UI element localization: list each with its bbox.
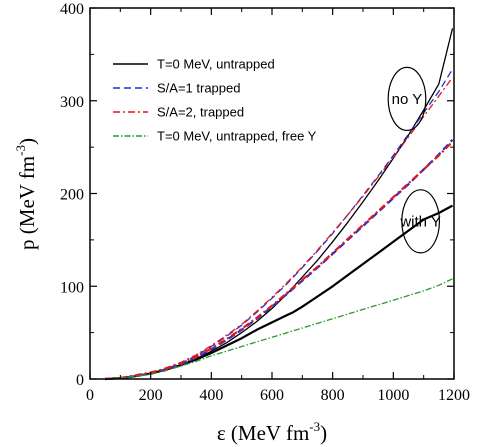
x-tick-label: 0 [86, 387, 94, 404]
series-line-s-a-2-trapped-with-y [105, 140, 454, 381]
x-tick-label: 200 [139, 387, 163, 404]
x-tick-label: 400 [199, 387, 223, 404]
y-axis-title: p (MeV fm-3) [13, 138, 39, 250]
y-tick-label: 300 [60, 94, 84, 111]
x-axis-title: ε (MeV fm-3) [217, 419, 327, 445]
x-tick-label: 1200 [438, 387, 470, 404]
y-tick-label: 200 [60, 187, 84, 204]
annotations: no Y with Y [387, 66, 441, 254]
legend-label: S/A=2, trapped [157, 105, 244, 120]
series-line-t-0-mev-untrapped-free-y [105, 278, 453, 380]
ticks-layer: 0 200 400 600 800 1000 1200 0 100 200 300 400 [60, 1, 470, 404]
annotation-ellipse [401, 189, 441, 254]
legend-item-t-0-mev-untrapped-free-y: T=0 MeV, untrapped, free Y [113, 129, 317, 144]
x-tick-label: 600 [260, 387, 284, 404]
series-line-s-a-2-trapped-no-y [105, 77, 454, 380]
y-tick-label: 100 [60, 279, 84, 296]
legend-label: T=0 MeV, untrapped [157, 57, 275, 72]
y-tick-label: 400 [60, 1, 84, 18]
annotation-with-y: with Y [399, 189, 441, 254]
legend-item-s-a-1-trapped: S/A=1 trapped [113, 81, 240, 96]
x-tick-label: 1000 [377, 387, 409, 404]
annotation-no-y: no Y [387, 66, 427, 132]
annotation-label: with Y [399, 213, 441, 230]
annotation-ellipse [387, 66, 427, 132]
legend-item-s-a-2-trapped: S/A=2, trapped [113, 105, 244, 120]
annotation-label: no Y [392, 91, 423, 108]
series-line-s-a-1-trapped-with-y [105, 138, 454, 381]
series-layer [105, 28, 454, 381]
legend-label: S/A=1 trapped [157, 81, 240, 96]
legend-item-t-0-mev-untrapped: T=0 MeV, untrapped [113, 57, 275, 72]
legend-label: T=0 MeV, untrapped, free Y [157, 129, 317, 144]
legend: T=0 MeV, untrapped S/A=1 trapped S/A=2, tr… [113, 57, 317, 144]
x-tick-label: 800 [321, 387, 345, 404]
y-tick-label: 0 [76, 372, 84, 389]
